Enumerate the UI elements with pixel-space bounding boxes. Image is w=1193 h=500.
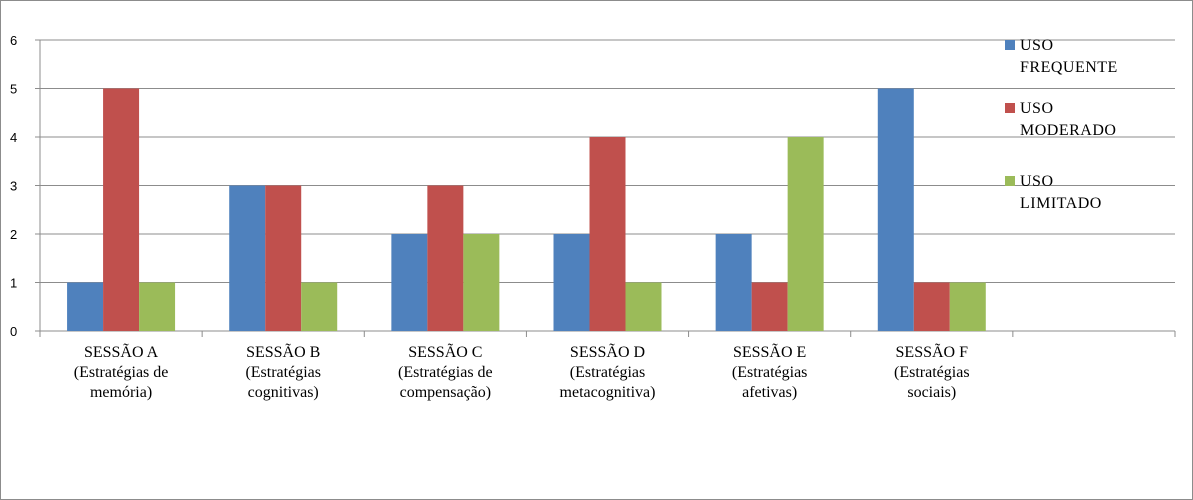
bar [427,185,464,331]
y-tick-label: 6 [10,33,17,48]
bar [787,137,824,331]
y-tick-label: 4 [10,130,17,145]
bar [139,282,176,331]
bar [229,185,266,331]
x-category-label: SESSÃO C [408,343,482,361]
bar [589,137,626,331]
x-category-label: SESSÃO B [246,343,320,361]
legend-swatch [1005,40,1015,50]
x-category-label: (Estratégias [245,364,321,381]
y-tick-label: 1 [10,276,17,291]
bar [553,234,590,331]
legend-label: USO [1020,173,1054,190]
x-category-label: (Estratégias de [398,364,493,381]
bar [265,185,302,331]
legend-label: USO [1020,100,1054,117]
x-category-label: (Estratégias de [74,364,169,381]
x-category-label: (Estratégias [894,364,970,381]
bar [913,282,950,331]
x-category-label: sociais) [907,384,956,401]
bar [391,234,428,331]
x-category-label: metacognitiva) [560,384,656,401]
bar [715,234,752,331]
bar [67,282,104,331]
legend-swatch [1005,176,1015,186]
bar [301,282,338,331]
bar [625,282,662,331]
x-category-label: memória) [90,384,152,401]
bar [103,88,140,331]
x-category-label: cognitivas) [248,384,319,401]
x-category-label: SESSÃO D [570,343,645,361]
bar [877,88,914,331]
legend-swatch [1005,103,1015,113]
legend-label: LIMITADO [1020,195,1102,212]
bar [949,282,986,331]
x-category-label: SESSÃO E [733,343,806,361]
x-category-label: afetivas) [742,384,797,401]
legend-label: FREQUENTE [1020,59,1118,76]
legend-label: USO [1020,37,1054,54]
y-tick-label: 5 [10,82,17,97]
y-tick-label: 0 [10,324,17,339]
bar [463,234,500,331]
y-tick-label: 3 [10,179,17,194]
legend-label: MODERADO [1020,122,1116,139]
bar [751,282,788,331]
x-category-label: compensação) [400,384,492,401]
x-category-label: (Estratégias [732,364,808,381]
x-category-label: SESSÃO A [84,343,159,361]
x-category-label: SESSÃO F [896,343,969,361]
x-category-label: (Estratégias [570,364,646,381]
y-tick-label: 2 [10,227,17,242]
